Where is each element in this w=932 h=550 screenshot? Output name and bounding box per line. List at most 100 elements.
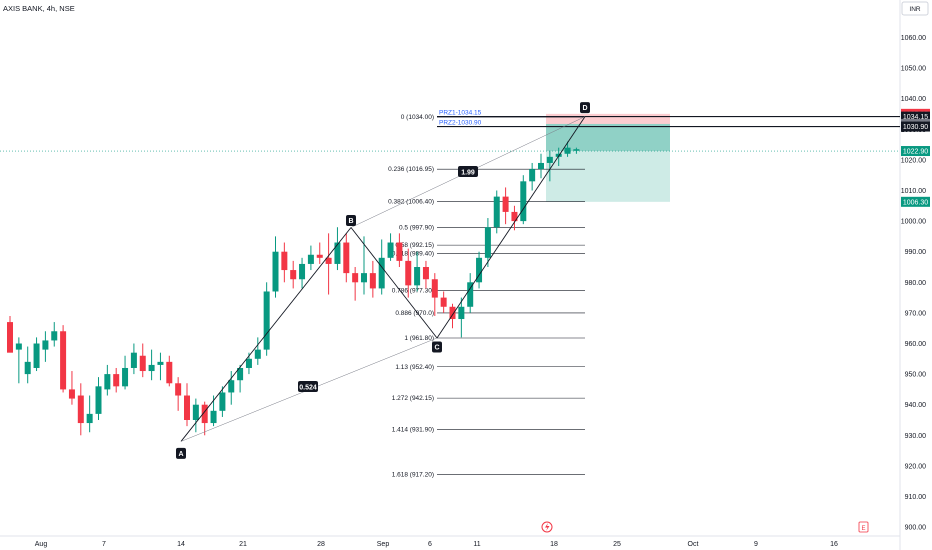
time-axis[interactable]: Aug 7 14 21 28 Sep 6 11 18 25 Oct 9 16 [35, 541, 838, 548]
harmonic-pattern: 0.524 1.99 A B C D [176, 102, 590, 459]
candle-up[interactable] [387, 242, 394, 258]
candle-down[interactable] [290, 270, 297, 280]
candle-up[interactable] [299, 263, 306, 280]
x-tick-label: 9 [754, 541, 758, 548]
y-tick-label: 900.00 [905, 525, 927, 532]
candle-up[interactable] [520, 181, 527, 222]
y-tick-label: 930.00 [905, 433, 927, 440]
y-tick-label: 1010.00 [901, 188, 926, 195]
candle-up[interactable] [476, 257, 483, 283]
candle-up[interactable] [104, 374, 111, 390]
y-tick-label: 920.00 [905, 463, 927, 470]
candle-up[interactable] [130, 352, 137, 368]
candle-up[interactable] [219, 392, 226, 411]
candle-down[interactable] [60, 331, 67, 390]
candle-up[interactable] [237, 367, 244, 381]
prz-label: PRZ1-1034.15 [439, 110, 482, 117]
price-label-box [901, 146, 930, 157]
candle-down[interactable] [369, 273, 376, 289]
candle-up[interactable] [334, 242, 341, 264]
candle-up[interactable] [157, 361, 164, 365]
lightning-icon[interactable] [541, 521, 553, 533]
currency-button[interactable] [901, 1, 929, 16]
candle-down[interactable] [431, 279, 438, 298]
candles[interactable] [7, 141, 580, 436]
x-tick-label: 11 [473, 541, 480, 548]
point-label-box [176, 447, 186, 459]
candle-down[interactable] [184, 395, 190, 420]
candle-up[interactable] [378, 257, 385, 289]
point-label: B [348, 218, 353, 225]
candle-up[interactable] [493, 196, 500, 228]
candle-up[interactable] [192, 404, 199, 420]
candle-down[interactable] [166, 361, 173, 384]
y-tick-label: 1060.00 [901, 35, 926, 42]
candle-down[interactable] [396, 242, 403, 261]
candle-down[interactable] [511, 211, 518, 222]
candle-up[interactable] [263, 291, 270, 350]
candle-down[interactable] [68, 389, 75, 399]
fib-level-label: 1.272 (942.15) [392, 395, 434, 402]
point-label: C [434, 344, 439, 351]
y-tick-label: 1040.00 [901, 96, 926, 103]
candle-down[interactable] [201, 404, 208, 424]
candle-down[interactable] [77, 395, 84, 424]
earnings-icon[interactable]: E [858, 521, 869, 533]
candle-up[interactable] [538, 162, 544, 170]
candle-up[interactable] [254, 349, 261, 359]
fib-level-label: 0.886 (970.0) [395, 310, 434, 317]
candle-down[interactable] [405, 260, 412, 286]
y-tick-label: 910.00 [905, 494, 927, 501]
x-tick-label: Sep [377, 541, 390, 548]
candle-up[interactable] [210, 410, 217, 424]
candle-down[interactable] [352, 273, 359, 283]
candle-up[interactable] [86, 413, 93, 424]
candle-down[interactable] [449, 306, 456, 320]
candle-up[interactable] [573, 149, 580, 151]
candle-down[interactable] [343, 242, 350, 274]
candle-up[interactable] [458, 306, 465, 320]
y-tick-label: 1020.00 [901, 157, 926, 164]
candle-up[interactable] [564, 147, 571, 154]
candle-down[interactable] [316, 254, 323, 258]
ratio-label-box [298, 381, 318, 392]
candle-up[interactable] [51, 331, 58, 341]
candle-up[interactable] [361, 273, 367, 283]
fib-level-label: 0.236 (1016.95) [388, 166, 434, 173]
candle-up[interactable] [272, 251, 279, 292]
candle-down[interactable] [502, 196, 509, 212]
candle-down[interactable] [440, 297, 447, 307]
candle-up[interactable] [15, 343, 22, 350]
candle-down[interactable] [139, 355, 146, 372]
y-tick-label: 980.00 [905, 280, 927, 287]
candle-up[interactable] [484, 227, 491, 258]
price-label: 1030.90 [903, 124, 928, 131]
y-tick-label: 990.00 [905, 249, 927, 256]
candle-down[interactable] [281, 251, 288, 271]
candle-down[interactable] [7, 322, 13, 353]
candle-up[interactable] [546, 156, 553, 163]
candle-up[interactable] [148, 364, 155, 372]
candle-down[interactable] [113, 374, 120, 387]
ratio-label-box [458, 166, 478, 177]
candle-down[interactable] [175, 383, 182, 396]
candle-down[interactable] [325, 257, 332, 264]
candle-down[interactable] [422, 267, 429, 280]
candle-up[interactable] [24, 361, 31, 375]
candle-up[interactable] [414, 267, 421, 286]
reward-zone [546, 151, 670, 202]
candle-up[interactable] [122, 367, 129, 387]
price-label-box [901, 196, 930, 207]
fib-level-label: 0.618 (989.40) [392, 251, 434, 258]
candle-up[interactable] [95, 386, 102, 414]
candle-up[interactable] [529, 169, 536, 182]
candle-up[interactable] [245, 358, 252, 368]
candle-up[interactable] [228, 380, 235, 393]
candle-up[interactable] [42, 340, 49, 350]
fib-level-label: 0.5 (997.90) [399, 225, 434, 232]
candle-up[interactable] [33, 343, 40, 368]
price-axis[interactable]: 900.00 910.00 920.00 930.00 940.00 950.00 960.… [901, 35, 930, 532]
candle-up[interactable] [467, 282, 474, 307]
candle-up[interactable] [307, 254, 314, 264]
